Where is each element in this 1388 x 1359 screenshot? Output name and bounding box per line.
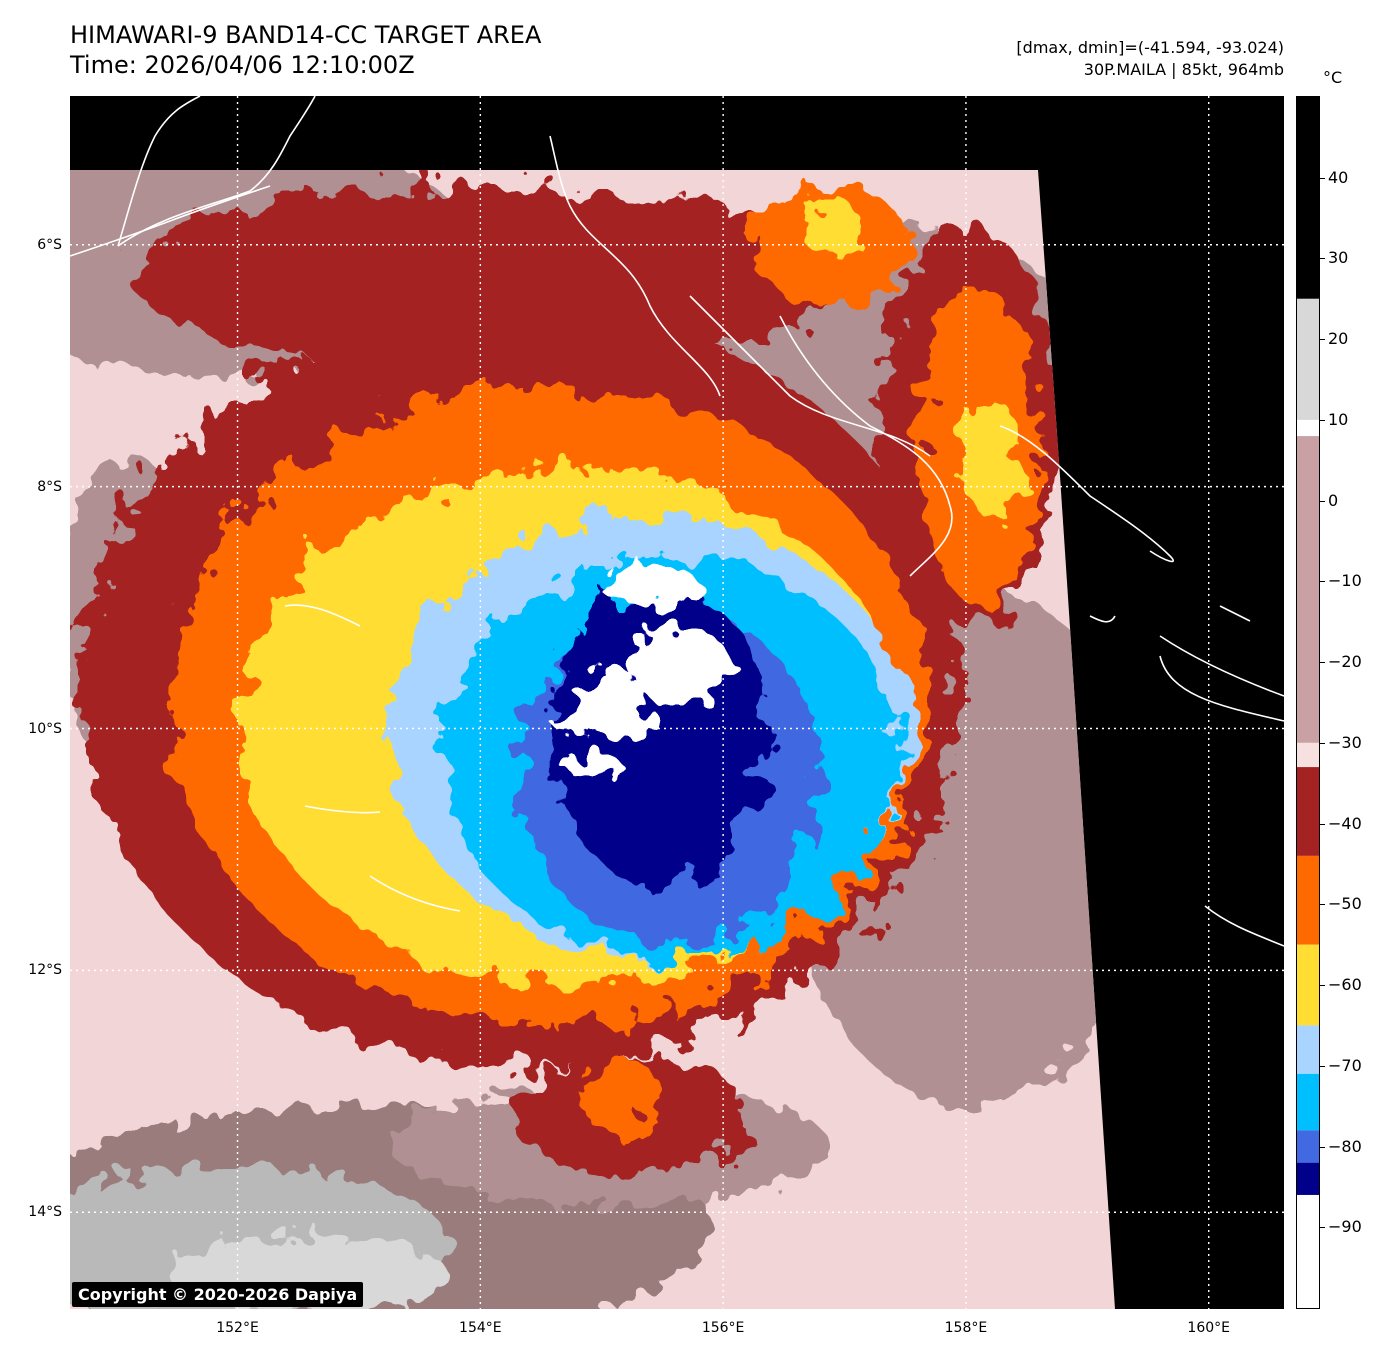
colorbar-band-0 [1297,97,1319,299]
colorbar-tick-mark [1320,742,1325,744]
colorbar-tick-mark [1320,258,1325,260]
colorbar-band-5 [1297,767,1319,856]
colorbar-tick-mark [1320,985,1325,987]
lat-label: 10°S [28,720,62,737]
colorbar-band-10 [1297,1130,1319,1163]
colorbar [1296,96,1320,1309]
colorbar-band-8 [1297,1025,1319,1074]
colorbar-tick-label: −20 [1328,652,1362,672]
storm-text: 30P.MAILA | 85kt, 964mb [1083,60,1284,79]
lon-label: 152°E [216,1320,259,1336]
coldest-tops [555,566,730,776]
imagery-swath [70,170,1115,1309]
colorbar-tick-label: −80 [1328,1136,1362,1156]
colorbar-tick-label: −10 [1328,571,1362,591]
title-line-2: Time: 2026/04/06 12:10:00Z [70,51,415,79]
colorbar-tick-label: 10 [1328,409,1349,429]
colorbar-band-2 [1297,419,1319,437]
colorbar-tick-mark [1320,1146,1325,1148]
lat-label: 8°S [37,478,62,495]
colorbar-tick-mark [1320,500,1325,502]
colorbar-band-11 [1297,1162,1319,1195]
lon-label: 154°E [459,1320,502,1336]
colorbar-tick-mark [1320,581,1325,583]
colorbar-unit: °C [1323,68,1343,87]
lat-label: 12°S [28,962,62,979]
lat-label: 6°S [37,236,62,253]
colorbar-tick-mark [1320,823,1325,825]
map-svg [70,96,1284,1309]
dmax-dmin-text: [dmax, dmin]=(-41.594, -93.024) [1016,38,1284,57]
colorbar-tick-label: 0 [1328,490,1339,510]
lon-label: 156°E [701,1320,745,1336]
title-line-1: HIMAWARI-9 BAND14-CC TARGET AREA [70,21,542,49]
colorbar-tick-label: 40 [1328,167,1349,187]
colorbar-tick-label: −40 [1328,813,1362,833]
colorbar-tick-mark [1320,662,1325,664]
coastline-outline [70,96,1284,947]
graticule [70,96,1284,1309]
colorbar-tick-label: 20 [1328,329,1349,349]
colorbar-tick-label: 30 [1328,248,1349,268]
colorbar-band-6 [1297,855,1319,945]
satellite-map [70,96,1284,1309]
storm-cloud-shield [80,186,1060,1176]
colorbar-tick-mark [1320,1227,1325,1229]
colorbar-tick-label: −90 [1328,1217,1362,1237]
colorbar-tick-mark [1320,339,1325,341]
colorbar-band-7 [1297,944,1319,1026]
colorbar-band-12 [1297,1194,1319,1308]
storm-info: [dmax, dmin]=(-41.594, -93.024) 30P.MAIL… [1016,37,1284,81]
colorbar-band-1 [1297,298,1319,420]
colorbar-tick-label: −70 [1328,1055,1362,1075]
lat-label: 14°S [28,1204,62,1221]
colorbar-tick-mark [1320,177,1325,179]
colorbar-tick-mark [1320,1065,1325,1067]
lon-label: 160°E [1187,1320,1230,1336]
colorbar-tick-label: −30 [1328,732,1362,752]
lon-label: 158°E [944,1320,988,1336]
colorbar-tick-mark [1320,419,1325,421]
colorbar-band-3 [1297,436,1319,743]
colorbar-tick-mark [1320,904,1325,906]
chart-title: HIMAWARI-9 BAND14-CC TARGET AREA Time: 2… [70,20,541,80]
colorbar-tick-label: −60 [1328,975,1362,995]
colorbar-svg [1297,97,1319,1308]
colorbar-band-4 [1297,742,1319,768]
colorbar-band-9 [1297,1073,1319,1131]
colorbar-tick-label: −50 [1328,894,1362,914]
copyright-label: Copyright © 2020-2026 Dapiya [72,1282,364,1307]
